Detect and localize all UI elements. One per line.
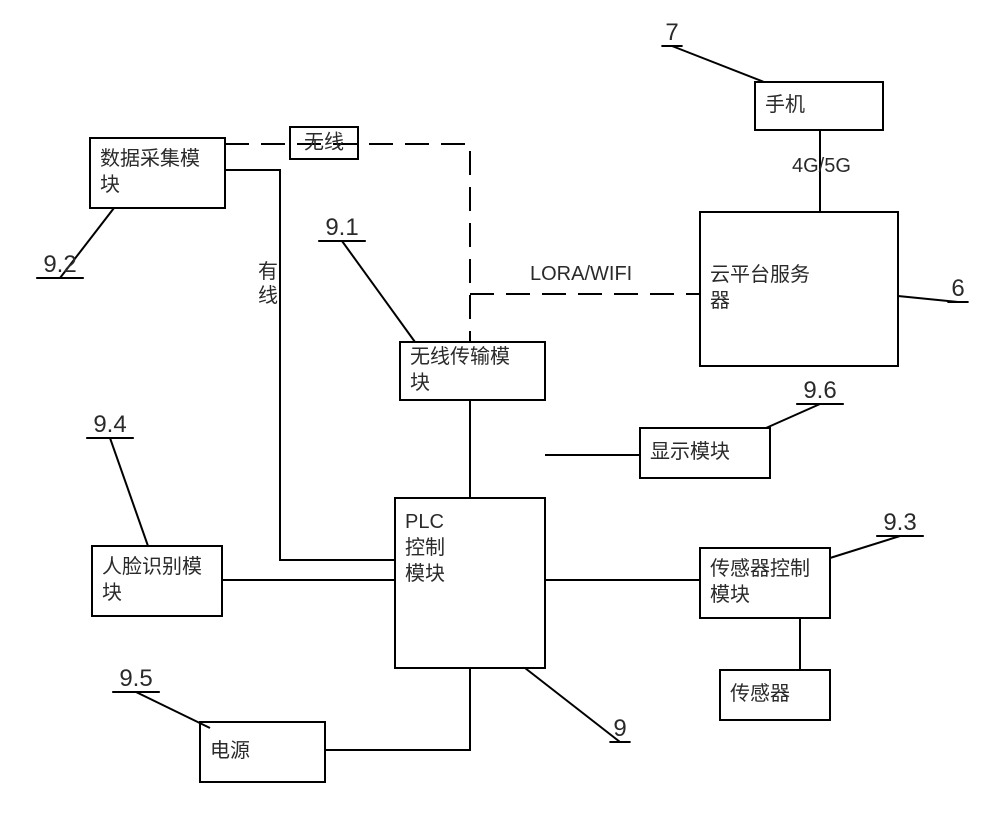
callout-number: 9.5: [119, 665, 152, 692]
node-sensctl: 传感器控制模块: [700, 548, 830, 618]
callout-leader: [525, 668, 620, 742]
node-label: 器: [710, 290, 730, 312]
node-label: 传感器: [730, 682, 790, 705]
connection-line: [225, 170, 395, 560]
free-label: 线: [258, 284, 278, 307]
node-label: 数据采集模: [100, 147, 200, 170]
node-label: 模块: [405, 562, 445, 585]
node-label: 块: [102, 581, 122, 604]
node-label: PLC: [405, 511, 444, 533]
node-label: 模块: [710, 583, 750, 606]
label-box-wireless-text: 无线: [304, 130, 344, 153]
node-plc: PLC 控制模块: [395, 498, 545, 668]
callout-leader: [672, 46, 764, 82]
callout-number: 9.2: [43, 251, 76, 278]
node-face: 人脸识别模块: [92, 546, 222, 616]
node-label: 云平台服务: [710, 263, 810, 286]
callout-number: 9.1: [325, 214, 358, 241]
callout-number: 6: [951, 275, 964, 302]
free-label: 4G/5G: [792, 155, 851, 177]
node-label: 控制: [405, 536, 445, 559]
callout-number: 7: [665, 19, 678, 46]
node-wireless: 无线传输模块: [400, 342, 545, 400]
free-label: 有: [258, 260, 278, 283]
node-label: 人脸识别模: [102, 555, 202, 578]
node-sensor: 传感器: [720, 670, 830, 720]
callout-leader: [830, 536, 900, 558]
connection-line: [325, 668, 470, 750]
node-display: 显示模块: [640, 428, 770, 478]
node-label: 无线传输模: [410, 345, 510, 368]
node-label: 电源: [210, 739, 250, 762]
node-label: 块: [100, 173, 120, 196]
callout-leader: [136, 692, 210, 728]
node-data: 数据采集模块: [90, 138, 225, 208]
callout-number: 9: [613, 715, 626, 742]
node-power: 电源: [200, 722, 325, 782]
node-cloud: 云平台服务器: [700, 212, 898, 366]
callout-number: 9.3: [883, 509, 916, 536]
node-label: 手机: [765, 93, 805, 116]
free-label: LORA/WIFI: [530, 263, 632, 285]
node-label: 块: [410, 371, 430, 394]
callout-number: 9.4: [93, 411, 126, 438]
node-label: 显示模块: [650, 440, 730, 463]
node-label: 传感器控制: [710, 557, 810, 580]
node-phone: 手机: [755, 82, 883, 130]
connection-dashed: [225, 144, 470, 342]
callout-leader: [110, 438, 148, 546]
callout-leader: [766, 404, 820, 428]
callout-number: 9.6: [803, 377, 836, 404]
callout-leader: [342, 241, 415, 342]
